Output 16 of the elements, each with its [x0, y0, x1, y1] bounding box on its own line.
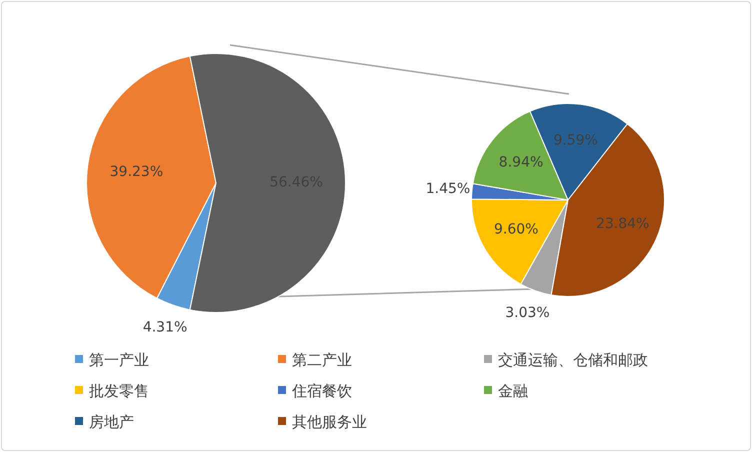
legend-label: 第二产业 [291, 351, 352, 369]
data-label: 23.84% [596, 216, 650, 232]
data-label: 39.23% [110, 164, 164, 180]
legend-label: 住宿餐饮 [291, 382, 352, 400]
data-label: 9.60% [494, 222, 538, 238]
legend-label: 第一产业 [88, 351, 149, 369]
legend-label: 其他服务业 [291, 413, 367, 431]
legend-label: 金融 [497, 382, 528, 400]
data-label: 9.59% [553, 132, 598, 148]
data-label: 8.94% [498, 154, 544, 171]
legend-label: 批发零售 [88, 382, 149, 400]
data-label: 1.45% [426, 180, 470, 197]
legend-label: 交通运输、仓储和邮政 [497, 351, 648, 369]
data-label: 3.03% [505, 305, 550, 322]
legend-label: 房地产 [88, 413, 134, 431]
data-label: 4.31% [142, 319, 188, 336]
